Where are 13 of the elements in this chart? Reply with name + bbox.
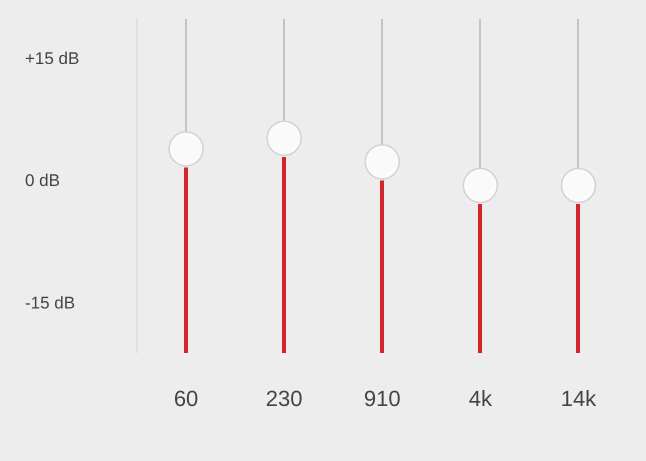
- x-tick-label: 910: [364, 386, 401, 411]
- x-tick-label: 230: [266, 386, 303, 411]
- point: [266, 120, 302, 156]
- point: [462, 168, 498, 204]
- y-tick-label: -15 dB: [25, 293, 76, 312]
- y-tick-label: 0 dB: [25, 171, 60, 190]
- point: [168, 131, 204, 167]
- x-tick-label: 60: [174, 386, 198, 411]
- x-tick-label: 4k: [468, 386, 493, 411]
- x-tick-label: 14k: [560, 386, 598, 411]
- point: [364, 144, 400, 180]
- y-tick-label: +15 dB: [25, 48, 80, 68]
- point: [560, 168, 596, 204]
